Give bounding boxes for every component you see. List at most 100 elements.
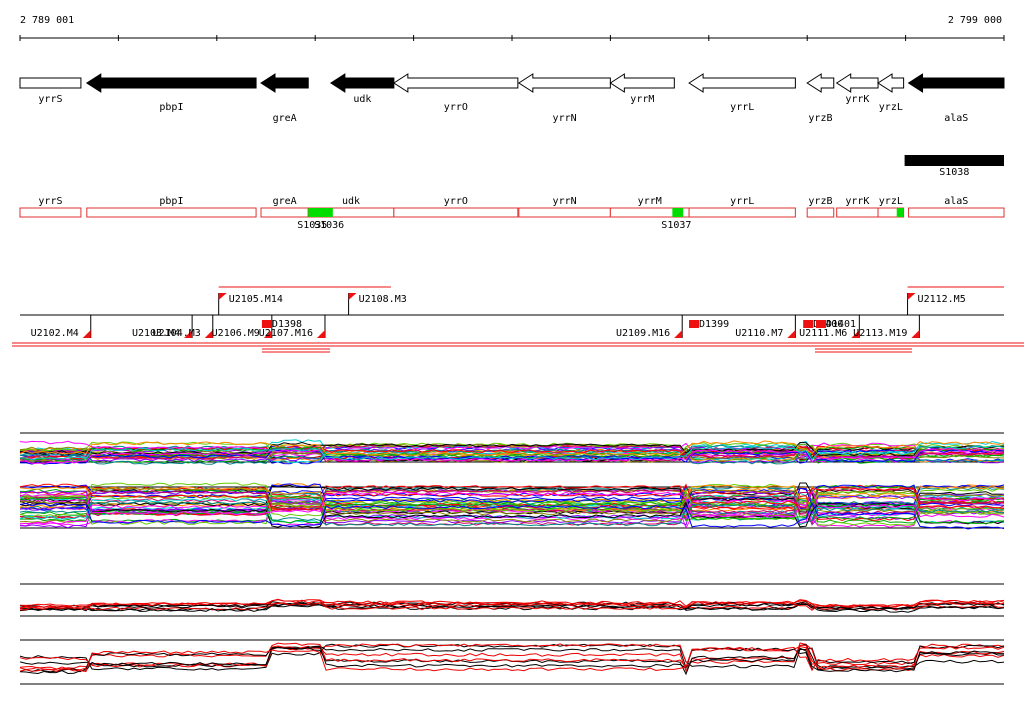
ruler-ticks [19, 35, 1005, 41]
unit-lower-label: U2111.M6 [799, 328, 847, 339]
unit-lower-flag [184, 330, 193, 338]
unit-lower-flag [911, 330, 920, 338]
gene-arrow-alaS [907, 73, 1005, 93]
gene-arrow-label: udk [353, 94, 371, 105]
gene-box-yrzB [806, 207, 835, 218]
gene-box-greA [260, 207, 309, 218]
expression-trace [19, 490, 1005, 518]
unit-upper-label: U2105.M14 [229, 294, 283, 305]
unit-upper-flag [348, 293, 357, 300]
unit-lower-label: U2103.M4 [132, 328, 180, 339]
site-block [672, 208, 684, 217]
unit-upper-flag [218, 293, 227, 300]
expression-trace [19, 501, 1005, 529]
deletion-marker [815, 320, 826, 328]
unit-lower-flag [204, 330, 213, 338]
gene-box-yrrK [836, 207, 879, 218]
segment-label: S1038 [939, 167, 969, 178]
unit-lower-label: U2104.M3 [153, 328, 201, 339]
gene-box-label: udk [342, 196, 360, 207]
gene-arrow-label: yrrN [553, 113, 577, 124]
unit-lower-flag [851, 330, 860, 338]
gene-arrow-yrzL [877, 73, 905, 93]
expression-trace [19, 643, 1005, 671]
gene-arrow-yrrS [19, 77, 82, 89]
gene-arrow-label: yrrO [444, 102, 468, 113]
expression-trace [19, 645, 1005, 673]
expression-trace [19, 501, 1005, 530]
unit-upper-label: U2108.M3 [359, 294, 407, 305]
unit-lower-flag [316, 330, 325, 338]
gene-arrow-label: yrrM [630, 94, 654, 105]
gene-arrow-label: yrrL [730, 102, 754, 113]
expression-track-upper [19, 432, 1005, 465]
expression-trace [19, 642, 1005, 669]
expression-trace [19, 488, 1005, 515]
site-label: S1035 [297, 220, 327, 231]
unit-lower-label: U2106.M9 [212, 328, 260, 339]
expression-trace [19, 441, 1005, 457]
coordinate-ruler: 2 789 001 2 799 000 [19, 15, 1005, 41]
gene-box-yrrS [19, 207, 82, 218]
deletion-marker-label: D1401 [826, 319, 856, 330]
gene-box-label: yrrM [638, 196, 662, 207]
expression-track-lower-a [19, 583, 1005, 617]
gene-arrow-greA [260, 73, 309, 93]
gene-box-yrrO [393, 207, 519, 218]
unit-upper-flag [907, 293, 916, 300]
gene-arrow-yrrL [688, 73, 796, 93]
gene-box-pbpI [86, 207, 257, 218]
unit-lower-flag [674, 330, 683, 338]
unit-lower-label: U2107.M16 [259, 328, 313, 339]
gene-arrow-yrrN [517, 73, 611, 93]
gene-box-label: alaS [944, 196, 968, 207]
expression-trace [19, 495, 1004, 522]
gene-box-label: yrzB [808, 196, 832, 207]
deletion-marker [261, 320, 272, 328]
gene-box-label: yrrO [444, 196, 468, 207]
start-coordinate: 2 789 001 [20, 15, 74, 26]
expression-trace [20, 448, 1005, 464]
gene-arrow-yrrO [392, 73, 519, 93]
unit-lower-label: U2110.M7 [735, 328, 783, 339]
expression-trace [19, 501, 1005, 530]
unit-lower-flag [787, 330, 796, 338]
expression-trace [19, 642, 1005, 671]
unit-upper-label: U2112.M5 [918, 294, 966, 305]
deletion-marker-label: D1399 [699, 319, 729, 330]
deletion-marker [803, 320, 814, 328]
gene-arrow-label: pbpI [159, 102, 183, 113]
expression-trace [19, 645, 1005, 673]
expression-trace [19, 601, 1004, 611]
unit-lower-flag [82, 330, 91, 338]
expression-trace [19, 446, 1005, 462]
gene-arrow-yrzB [806, 73, 835, 93]
deletion-marker-label: D1400 [813, 319, 843, 330]
unit-lower-label: U2109.M16 [616, 328, 670, 339]
expression-trace [19, 497, 1005, 524]
gene-box-yrrL [688, 207, 796, 218]
expression-trace [19, 601, 1005, 611]
end-coordinate: 2 799 000 [948, 15, 1002, 26]
gene-arrow-pbpI [85, 73, 257, 93]
gene-box-label: yrzL [879, 196, 903, 207]
site-block [315, 208, 333, 217]
expression-trace [20, 490, 1005, 518]
unit-lower-label: U2113.M19 [853, 328, 907, 339]
gene-arrow-label: yrzL [879, 102, 903, 113]
expression-trace [19, 440, 1005, 457]
gene-arrow-track: yrrS pbpI greA udk yrrO yrrN yrrM yrrL yrzB yrrK y… [19, 73, 1005, 124]
deletion-marker [689, 320, 700, 328]
expression-trace [19, 483, 1005, 511]
expression-track-lower-b [19, 639, 1005, 685]
gene-box-label: yrrK [845, 196, 869, 207]
gene-arrow-yrrM [609, 73, 675, 93]
gene-box-label: yrrN [553, 196, 577, 207]
gene-box-label: pbpI [159, 196, 183, 207]
gene-arrow-label: yrrS [38, 94, 62, 105]
gene-arrow-label: greA [273, 113, 297, 124]
gene-box-label: yrrL [730, 196, 754, 207]
gene-box-alaS [908, 207, 1005, 218]
expression-trace [19, 500, 1005, 527]
